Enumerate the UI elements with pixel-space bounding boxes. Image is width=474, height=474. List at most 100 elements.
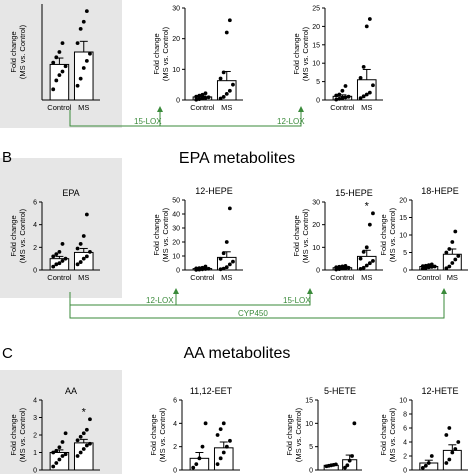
- y-tick-label: 2: [33, 245, 37, 252]
- data-point: [81, 234, 86, 238]
- data-point: [215, 433, 220, 437]
- data-point: [429, 262, 434, 267]
- data-point: [81, 19, 86, 24]
- data-point: [54, 461, 59, 465]
- data-point: [60, 69, 65, 74]
- data-point: [334, 97, 339, 102]
- section-title-epa: EPA metabolites: [179, 150, 295, 167]
- y-tick-label: 30: [312, 200, 320, 207]
- y-tick-label: 30: [172, 6, 180, 13]
- data-point: [371, 211, 375, 216]
- y-tick-label: 4: [33, 398, 37, 405]
- data-point: [420, 466, 425, 470]
- data-point: [361, 265, 366, 270]
- data-point: [447, 426, 452, 430]
- data-point: [218, 96, 223, 101]
- data-point: [456, 254, 461, 258]
- x-tick-label: Control: [417, 273, 442, 282]
- y-tick-label: 0: [33, 268, 37, 275]
- pathway-arrows-row1: [69, 110, 302, 127]
- data-point: [337, 264, 342, 269]
- data-point: [197, 93, 202, 98]
- arrow-head: [441, 288, 447, 294]
- y-tick-label: 20: [312, 24, 320, 31]
- enzyme-label-15-lox: 15-LOX: [134, 117, 162, 126]
- x-tick-label: MS: [361, 273, 372, 282]
- data-point: [78, 76, 83, 81]
- data-point: [84, 9, 89, 14]
- data-point: [194, 462, 199, 467]
- data-point: [63, 431, 68, 436]
- data-point: [228, 438, 232, 443]
- data-point: [364, 263, 369, 268]
- data-point: [423, 263, 428, 268]
- data-point: [51, 87, 56, 92]
- data-point: [75, 454, 80, 458]
- data-point: [444, 461, 449, 465]
- y-tick-label: 0: [403, 468, 407, 474]
- y-tick-label: 20: [172, 240, 180, 247]
- x-tick-label: MS: [78, 103, 89, 112]
- data-point: [60, 242, 65, 246]
- chart-title: 12-HETE: [421, 386, 458, 396]
- data-point: [221, 70, 226, 75]
- y-axis-label: (MS vs. Control): [161, 26, 170, 81]
- data-point: [203, 264, 208, 269]
- y-tick-label: 6: [403, 426, 407, 433]
- data-point: [88, 51, 92, 56]
- bar-ms: [73, 51, 94, 101]
- data-point: [218, 76, 223, 81]
- y-tick-label: 8: [403, 412, 407, 419]
- data-point: [358, 96, 363, 101]
- y-tick-label: 20: [172, 36, 180, 43]
- data-point: [450, 240, 455, 244]
- data-point: [444, 266, 449, 271]
- y-tick-label: 15: [312, 42, 320, 49]
- y-tick-label: 4: [173, 421, 177, 428]
- data-point: [450, 450, 455, 455]
- data-point: [345, 463, 350, 468]
- y-tick-label: 10: [399, 233, 407, 240]
- data-point: [227, 262, 232, 267]
- data-point: [63, 256, 68, 261]
- charts-layer: Fold change (MS vs. Control)Control MS0102…: [9, 4, 468, 474]
- enzyme-label-12-lox: 12-LOX: [146, 296, 174, 305]
- data-point: [200, 92, 205, 97]
- y-tick-label: 2: [403, 454, 407, 461]
- data-point: [60, 259, 65, 263]
- data-point: [194, 266, 199, 271]
- y-tick-label: 0: [176, 98, 180, 105]
- data-point: [337, 92, 342, 97]
- chart-title: 15-HEPE: [335, 188, 373, 198]
- data-point: [60, 41, 65, 46]
- data-point: [203, 421, 208, 426]
- y-axis-label: (MS vs. Control): [18, 407, 27, 462]
- data-point: [231, 259, 235, 264]
- y-axis-label: Fold change: [152, 33, 161, 74]
- data-point: [75, 41, 80, 46]
- y-tick-label: 10: [312, 61, 320, 68]
- y-axis-label: Fold change: [285, 414, 294, 455]
- data-point: [221, 251, 226, 256]
- data-point: [81, 447, 86, 451]
- y-axis-label: Fold change: [9, 31, 18, 72]
- data-point: [334, 93, 339, 98]
- data-point: [197, 456, 202, 461]
- data-point: [224, 91, 229, 96]
- data-point: [78, 434, 83, 439]
- y-tick-label: 1: [33, 450, 37, 457]
- y-tick-label: 25: [312, 6, 320, 13]
- y-tick-label: 6: [33, 200, 37, 207]
- y-tick-label: 0: [309, 468, 313, 474]
- data-point: [450, 261, 455, 265]
- data-point: [429, 454, 434, 458]
- data-point: [334, 265, 339, 270]
- y-axis-label: Fold change: [152, 214, 161, 255]
- data-point: [84, 58, 89, 63]
- chart-title: 12-HEPE: [195, 186, 233, 196]
- y-axis-label: (MS vs. Control): [294, 407, 303, 462]
- data-point: [337, 96, 342, 101]
- data-point: [453, 447, 458, 451]
- data-point: [51, 60, 56, 65]
- chart-title: EPA: [62, 188, 79, 198]
